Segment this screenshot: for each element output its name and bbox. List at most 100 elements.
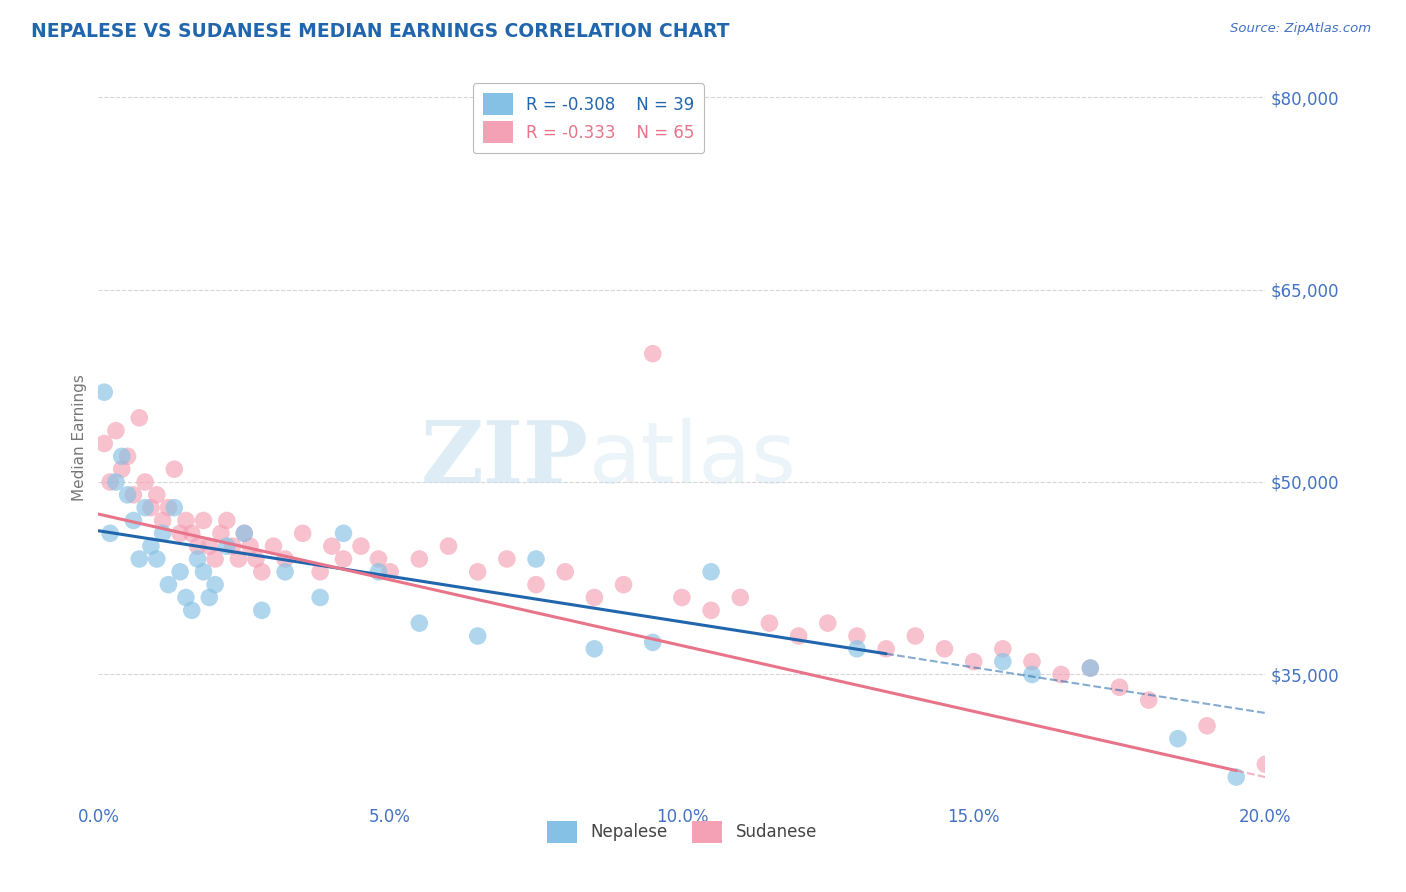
Point <box>437 539 460 553</box>
Point <box>1021 655 1043 669</box>
Legend: Nepalese, Sudanese: Nepalese, Sudanese <box>540 814 824 849</box>
Point <box>157 500 180 515</box>
Point <box>174 591 197 605</box>
Point <box>93 436 115 450</box>
Point <box>1080 661 1102 675</box>
Point <box>139 500 162 515</box>
Point <box>239 539 262 553</box>
Point <box>408 616 430 631</box>
Point <box>1080 661 1102 675</box>
Point <box>187 552 209 566</box>
Point <box>163 462 186 476</box>
Point <box>1225 770 1247 784</box>
Point <box>233 526 256 541</box>
Text: atlas: atlas <box>589 417 797 500</box>
Point <box>787 629 810 643</box>
Point <box>583 591 606 605</box>
Point <box>524 552 547 566</box>
Point <box>332 552 354 566</box>
Point <box>1254 757 1277 772</box>
Point <box>198 539 221 553</box>
Point <box>93 385 115 400</box>
Point <box>146 552 169 566</box>
Point <box>350 539 373 553</box>
Point <box>233 526 256 541</box>
Point <box>934 641 956 656</box>
Point <box>991 655 1014 669</box>
Point <box>262 539 284 553</box>
Point <box>1167 731 1189 746</box>
Point <box>846 641 869 656</box>
Point <box>904 629 927 643</box>
Point <box>198 591 221 605</box>
Point <box>1108 681 1130 695</box>
Point <box>157 577 180 591</box>
Point <box>209 526 232 541</box>
Point <box>612 577 634 591</box>
Point <box>962 655 984 669</box>
Point <box>758 616 780 631</box>
Point <box>215 539 238 553</box>
Point <box>180 526 202 541</box>
Point <box>274 565 297 579</box>
Point <box>174 514 197 528</box>
Text: NEPALESE VS SUDANESE MEDIAN EARNINGS CORRELATION CHART: NEPALESE VS SUDANESE MEDIAN EARNINGS COR… <box>31 22 730 41</box>
Point <box>215 514 238 528</box>
Point <box>524 577 547 591</box>
Point <box>122 488 145 502</box>
Point <box>204 577 226 591</box>
Point <box>245 552 267 566</box>
Point <box>496 552 519 566</box>
Point <box>180 603 202 617</box>
Point <box>467 565 489 579</box>
Point <box>111 462 134 476</box>
Point <box>1195 719 1218 733</box>
Point <box>104 424 127 438</box>
Point <box>169 565 191 579</box>
Point <box>408 552 430 566</box>
Point <box>321 539 343 553</box>
Point <box>291 526 314 541</box>
Point <box>1021 667 1043 681</box>
Point <box>554 565 576 579</box>
Point <box>991 641 1014 656</box>
Point <box>641 346 664 360</box>
Point <box>152 526 174 541</box>
Point <box>122 514 145 528</box>
Text: ZIP: ZIP <box>420 417 589 501</box>
Point <box>134 475 156 489</box>
Point <box>163 500 186 515</box>
Point <box>467 629 489 643</box>
Point <box>98 526 121 541</box>
Point <box>134 500 156 515</box>
Point <box>875 641 897 656</box>
Point <box>104 475 127 489</box>
Point <box>641 635 664 649</box>
Point <box>169 526 191 541</box>
Point <box>250 565 273 579</box>
Point <box>332 526 354 541</box>
Point <box>583 641 606 656</box>
Point <box>730 591 752 605</box>
Point <box>187 539 209 553</box>
Point <box>1050 667 1073 681</box>
Point <box>193 565 215 579</box>
Point <box>367 552 389 566</box>
Point <box>274 552 297 566</box>
Point <box>817 616 839 631</box>
Point <box>700 565 723 579</box>
Point <box>221 539 243 553</box>
Point <box>117 450 139 464</box>
Point <box>111 450 134 464</box>
Point <box>152 514 174 528</box>
Point <box>367 565 389 579</box>
Point <box>128 552 150 566</box>
Y-axis label: Median Earnings: Median Earnings <box>72 374 87 500</box>
Point <box>117 488 139 502</box>
Point <box>139 539 162 553</box>
Point <box>128 410 150 425</box>
Point <box>380 565 402 579</box>
Point <box>228 552 250 566</box>
Point <box>250 603 273 617</box>
Point <box>1137 693 1160 707</box>
